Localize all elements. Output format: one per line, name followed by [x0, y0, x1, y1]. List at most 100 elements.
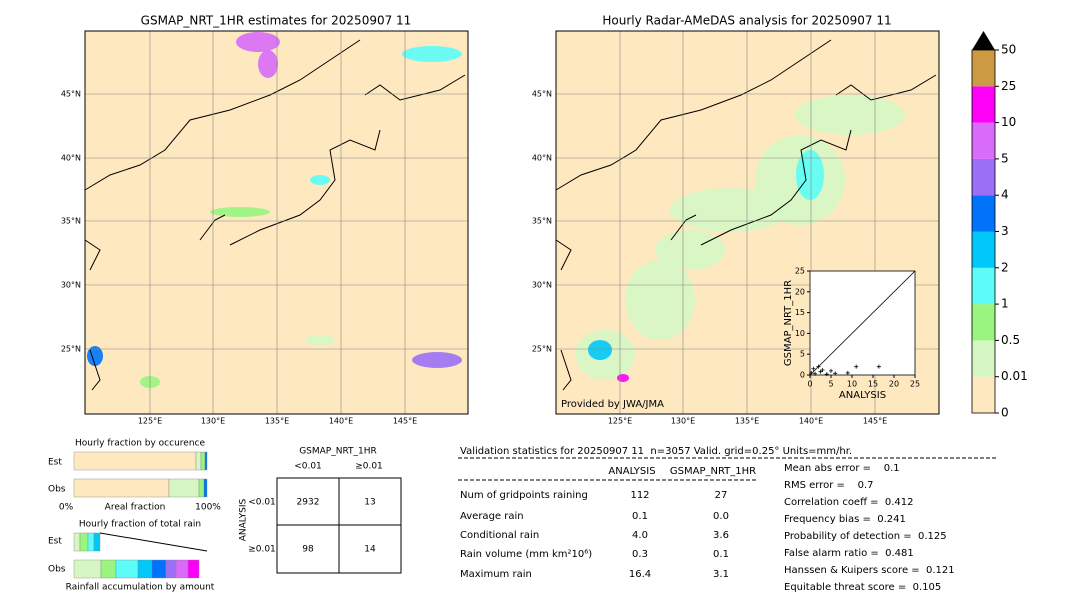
scatter-point — [811, 366, 816, 371]
fraction-segment — [137, 559, 153, 579]
scatter-point — [813, 371, 818, 376]
score: Frequency bias = 0.241 — [784, 514, 906, 525]
fraction-segment — [73, 532, 81, 552]
lon-label: 145°E — [863, 417, 887, 426]
fraction-segment — [73, 559, 102, 579]
colorbar-label: 2 — [1001, 260, 1009, 274]
scatter-point — [816, 364, 821, 369]
lat-label: 40°N — [532, 154, 552, 163]
rain-area — [655, 230, 725, 270]
row-label: Obs — [48, 485, 66, 495]
rain-area — [670, 188, 790, 232]
rain-area — [625, 260, 695, 340]
chart-title: Hourly fraction of total rain — [79, 520, 201, 530]
lon-label: 135°E — [735, 417, 759, 426]
rain-area — [258, 50, 278, 78]
row-label: <0.01 — [248, 498, 276, 508]
scatter-point — [809, 370, 814, 375]
row-label: Est — [48, 458, 62, 468]
table-title: GSMAP_NRT_1HR — [299, 447, 377, 457]
colorbar-label: 0.5 — [1001, 333, 1020, 347]
lat-label: 45°N — [532, 90, 552, 99]
stats-header: Validation statistics for 20250907 11 n=… — [460, 446, 852, 457]
y-tick-label: 0 — [800, 371, 805, 380]
colorbar-segment — [972, 340, 995, 377]
lat-label: 25°N — [532, 345, 552, 354]
colorbar-label: 0 — [1001, 406, 1009, 420]
x-tick-label: 20 — [889, 380, 899, 389]
cell: 112 — [630, 490, 649, 501]
colorbar-segment — [972, 231, 995, 268]
y-tick-label: 20 — [795, 287, 805, 296]
cell: 3.1 — [713, 569, 729, 580]
x-tick-label: 5 — [828, 380, 833, 389]
row-label: Rain volume (mm km²10⁶) — [460, 549, 592, 560]
col-label: ≥0.01 — [355, 462, 383, 472]
colorbar-segment — [972, 304, 995, 341]
y-tick-label: 10 — [795, 329, 805, 338]
lon-label: 130°E — [201, 417, 225, 426]
chart-footer: Rainfall accumulation by amount — [66, 583, 215, 593]
y-tick-label: 15 — [795, 308, 805, 317]
score: RMS error = 0.7 — [784, 480, 874, 491]
row-label: Obs — [48, 565, 66, 575]
score: Hanssen & Kuipers score = 0.121 — [784, 565, 955, 576]
x-tick-label: 10 — [847, 380, 857, 389]
rain-area — [210, 207, 270, 217]
rain-area — [795, 95, 905, 135]
rain-area — [588, 340, 612, 360]
colorbar-label: 25 — [1001, 79, 1016, 93]
lat-label: 25°N — [61, 345, 81, 354]
table-cell: 14 — [364, 545, 376, 555]
cell: 0.3 — [632, 549, 648, 560]
row-label: Average rain — [460, 511, 524, 522]
fraction-segment — [115, 559, 139, 579]
cell: 4.0 — [632, 530, 648, 541]
map-background — [85, 31, 468, 414]
table-cell: 2932 — [297, 498, 320, 508]
scatter-point — [833, 371, 838, 376]
lon-label: 140°E — [799, 417, 823, 426]
row-label: ≥0.01 — [248, 545, 276, 555]
diagonal — [809, 270, 916, 376]
fraction-segment — [87, 532, 95, 552]
colorbar-label: 5 — [1001, 151, 1009, 165]
table-cell: 13 — [364, 498, 375, 508]
lat-label: 40°N — [61, 154, 81, 163]
scatter-point — [820, 368, 825, 373]
x-tick-label: 0 — [807, 380, 812, 389]
colorbar-label: 4 — [1001, 188, 1009, 202]
colorbar-label: 0.01 — [1001, 369, 1028, 383]
axis-label: 100% — [195, 503, 221, 513]
scatter-point — [845, 370, 850, 375]
score: Correlation coeff = 0.412 — [784, 497, 914, 508]
y-tick-label: 25 — [795, 267, 805, 276]
rain-area — [412, 352, 462, 368]
rain-area — [402, 46, 462, 62]
x-tick-label: 25 — [910, 380, 920, 389]
rain-area — [236, 32, 280, 52]
lon-label: 140°E — [329, 417, 353, 426]
fraction-line — [99, 532, 208, 552]
colorbar-label: 50 — [1001, 43, 1016, 57]
colorbar-label: 1 — [1001, 297, 1009, 311]
fraction-segment — [195, 451, 202, 471]
row-axis-label: ANALYSIS — [239, 498, 249, 541]
lon-label: 145°E — [393, 417, 417, 426]
lat-label: 30°N — [61, 281, 81, 290]
x-axis-label: ANALYSIS — [839, 390, 886, 401]
lon-label: 135°E — [265, 417, 289, 426]
cell: 16.4 — [629, 569, 651, 580]
lon-label: 125°E — [138, 417, 162, 426]
rain-area — [796, 150, 824, 200]
scatter-point — [876, 364, 881, 369]
rain-area — [87, 346, 103, 366]
colorbar-label: 3 — [1001, 224, 1009, 238]
map-title: Hourly Radar-AMeDAS analysis for 2025090… — [602, 14, 891, 28]
cell: 0.0 — [713, 511, 729, 522]
fraction-segment — [165, 559, 177, 579]
score: Probability of detection = 0.125 — [784, 531, 947, 542]
fraction-segment — [168, 478, 200, 498]
col-header: GSMAP_NRT_1HR — [670, 466, 756, 477]
